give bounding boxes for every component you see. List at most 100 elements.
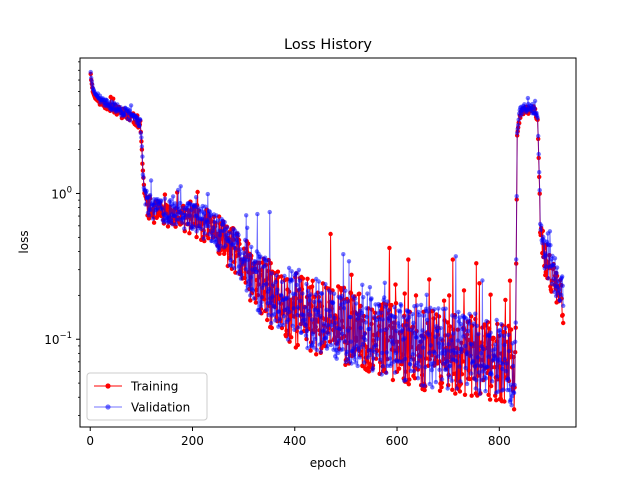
validation-point: [473, 386, 478, 391]
validation-point: [421, 336, 427, 341]
validation-point: [532, 98, 538, 104]
validation-point: [258, 254, 263, 259]
validation-point: [382, 280, 387, 285]
validation-point: [292, 327, 297, 332]
validation-point: [458, 379, 463, 384]
training-point: [262, 289, 267, 295]
validation-point: [270, 294, 275, 299]
validation-point: [356, 347, 361, 353]
validation-point: [359, 310, 364, 316]
validation-point: [510, 363, 516, 369]
validation-point: [489, 372, 494, 377]
validation-point: [342, 339, 348, 344]
validation-point: [344, 349, 350, 354]
validation-point: [552, 256, 558, 261]
validation-point: [501, 333, 507, 338]
validation-point: [382, 295, 387, 300]
validation-point: [403, 377, 408, 383]
validation-point: [168, 198, 173, 203]
validation-point: [549, 281, 555, 286]
validation-point: [436, 341, 442, 346]
validation-point: [228, 258, 233, 263]
validation-point: [443, 306, 448, 311]
validation-point: [299, 330, 304, 335]
validation-point: [474, 378, 479, 383]
validation-point: [496, 389, 501, 394]
training-point: [474, 261, 479, 266]
validation-point: [203, 204, 208, 209]
validation-point: [352, 296, 358, 301]
validation-point: [483, 376, 489, 381]
validation-point: [313, 336, 318, 342]
validation-point: [147, 193, 153, 198]
validation-point: [170, 194, 176, 199]
validation-point: [438, 336, 444, 341]
validation-point: [465, 328, 471, 334]
validation-point: [336, 350, 341, 356]
validation-point: [509, 394, 515, 399]
validation-point: [397, 309, 403, 314]
validation-point: [278, 322, 283, 328]
validation-point: [497, 357, 502, 362]
validation-point: [453, 315, 458, 320]
validation-point: [205, 191, 210, 197]
validation-point: [313, 292, 318, 297]
validation-point: [139, 144, 145, 149]
validation-point: [345, 328, 351, 333]
validation-point: [468, 353, 473, 359]
validation-point: [444, 348, 449, 353]
validation-point: [360, 282, 365, 287]
training-point: [357, 291, 362, 296]
validation-point: [349, 361, 354, 366]
validation-point: [418, 339, 423, 344]
validation-point: [353, 301, 359, 306]
validation-point: [272, 304, 277, 310]
training-point: [165, 224, 171, 229]
training-point: [495, 321, 500, 327]
validation-point: [148, 178, 154, 183]
validation-point: [514, 194, 519, 199]
validation-point: [302, 317, 307, 322]
training-point: [396, 366, 402, 371]
validation-point: [314, 347, 319, 353]
validation-point: [297, 287, 302, 292]
validation-point: [290, 278, 295, 283]
validation-point: [230, 242, 236, 247]
validation-point: [337, 326, 342, 332]
validation-point: [546, 276, 551, 281]
validation-point: [383, 304, 388, 309]
training-point: [441, 298, 447, 303]
validation-point: [425, 317, 430, 323]
validation-point: [514, 257, 519, 262]
validation-point: [205, 219, 210, 224]
validation-point: [479, 377, 485, 383]
validation-point: [253, 259, 258, 264]
validation-point: [442, 351, 447, 356]
validation-point: [561, 303, 566, 308]
validation-point: [300, 291, 305, 296]
validation-point: [414, 335, 419, 340]
validation-point: [480, 369, 486, 374]
validation-point: [554, 265, 560, 270]
validation-point: [89, 75, 94, 81]
validation-point: [298, 298, 303, 304]
validation-point: [318, 314, 323, 319]
training-point: [543, 269, 548, 275]
validation-point: [267, 209, 272, 215]
validation-point: [376, 303, 382, 308]
validation-point: [162, 196, 168, 201]
validation-point: [327, 313, 333, 319]
validation-point: [128, 103, 134, 108]
validation-point: [552, 289, 557, 295]
validation-point: [328, 342, 334, 348]
validation-point: [424, 292, 429, 297]
validation-point: [212, 219, 217, 225]
validation-point: [506, 332, 511, 337]
validation-point: [302, 305, 308, 310]
validation-point: [503, 369, 509, 374]
training-point: [389, 302, 394, 308]
validation-point: [365, 291, 370, 296]
validation-point: [183, 212, 188, 218]
validation-point: [259, 300, 264, 305]
validation-point: [355, 363, 360, 369]
